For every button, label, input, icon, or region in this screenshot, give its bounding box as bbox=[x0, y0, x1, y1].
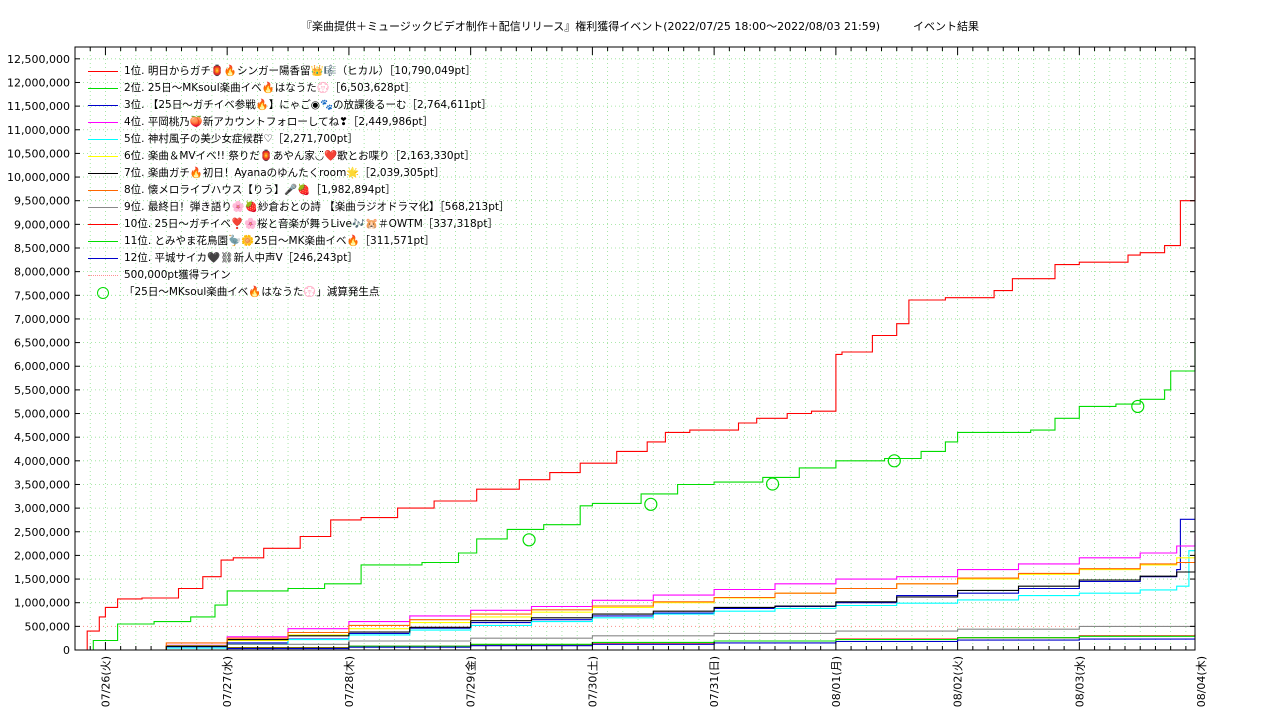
x-tick-label: 07/26(火) bbox=[99, 656, 112, 707]
legend-label: 11位. とみやま花鳥園🦤🌼25日～MK楽曲イベ🔥［311,571pt］ bbox=[124, 235, 435, 247]
legend-swatch bbox=[88, 190, 118, 191]
legend-swatch bbox=[88, 224, 118, 225]
y-tick-label: 6,500,000 bbox=[14, 337, 70, 350]
y-tick-label: 11,500,000 bbox=[7, 100, 70, 113]
y-tick-label: 12,000,000 bbox=[7, 76, 70, 89]
y-tick-label: 5,000,000 bbox=[14, 408, 70, 421]
reduction-marker bbox=[765, 477, 780, 491]
legend-swatch bbox=[97, 287, 109, 299]
legend-item-12: 12位. 平城サイカ🖤⛓新人中声V［246,243pt］ bbox=[84, 250, 564, 267]
legend-label: 「25日～MKsoul楽曲イベ🔥はなうた💮」減算発生点 bbox=[124, 286, 380, 298]
reduction-markers bbox=[522, 399, 1145, 547]
x-tick-label: 07/29(金) bbox=[464, 656, 478, 707]
y-tick-label: 3,000,000 bbox=[14, 502, 70, 515]
y-tick-label: 2,500,000 bbox=[14, 526, 70, 539]
y-tick-label: 2,000,000 bbox=[14, 549, 70, 562]
legend-label: 2位. 25日～MKsoul楽曲イベ🔥はなうた💮［6,503,628pt］ bbox=[124, 82, 415, 94]
legend-swatch bbox=[88, 71, 118, 72]
legend-label: 3位. 【25日～ガチイベ参戦🔥】にゃご◉🐾の放課後るーむ［2,764,611p… bbox=[124, 99, 492, 111]
grid bbox=[74, 47, 1195, 650]
series-line-1 bbox=[75, 139, 1196, 651]
x-tick-label: 08/01(月) bbox=[830, 656, 843, 707]
series-line-5 bbox=[75, 542, 1196, 651]
y-tick-label: 7,500,000 bbox=[14, 289, 70, 302]
series-line-4 bbox=[75, 534, 1196, 651]
legend-item-reference: 500,000pt獲得ライン bbox=[84, 267, 564, 284]
legend-swatch bbox=[88, 139, 118, 140]
series-line-3 bbox=[75, 518, 1195, 651]
series-line-8 bbox=[75, 556, 1196, 651]
y-tick-label: 12,500,000 bbox=[7, 53, 70, 66]
legend-item-1: 1位. 明日からガチ🏮🔥シンガー陽香留👑🎼（ヒカル）［10,790,049pt］ bbox=[84, 63, 564, 80]
legend-swatch bbox=[88, 122, 118, 123]
legend-label: 500,000pt獲得ライン bbox=[124, 269, 231, 281]
y-tick-label: 7,000,000 bbox=[14, 313, 70, 326]
legend-label: 8位. 懐メロライブハウス【りう】🎤🍓［1,982,894pt］ bbox=[124, 184, 396, 196]
legend-item-9: 9位. 最終日！弾き語り🌸🍓紗倉おとの詩 【楽曲ラジオドラマ化】［568,213… bbox=[84, 199, 564, 216]
legend-item-2: 2位. 25日～MKsoul楽曲イベ🔥はなうた💮［6,503,628pt］ bbox=[84, 80, 564, 97]
y-tick-label: 8,500,000 bbox=[14, 242, 70, 255]
y-tick-label: 4,000,000 bbox=[14, 455, 70, 468]
x-tick-label: 07/30(土) bbox=[586, 656, 599, 707]
legend-label: 6位. 楽曲＆MVイベ!! 祭りだ🏮あやん家◡̈❤️歌とお喋り［2,163,33… bbox=[124, 150, 475, 162]
y-tick-label: 9,000,000 bbox=[14, 218, 70, 231]
x-tick-label: 08/03(水) bbox=[1073, 656, 1086, 707]
legend-swatch bbox=[88, 258, 118, 259]
legend-label: 10位. 25日～ガチイベ❣️🌸桜と音楽が舞うLive🎶🐹＃OWTM［337,3… bbox=[124, 218, 498, 230]
legend-swatch bbox=[88, 156, 118, 157]
series-line-6 bbox=[75, 547, 1196, 651]
y-tick-label: 4,500,000 bbox=[14, 431, 70, 444]
y-tick-label: 11,000,000 bbox=[7, 124, 70, 137]
legend-item-3: 3位. 【25日～ガチイベ参戦🔥】にゃご◉🐾の放課後るーむ［2,764,611p… bbox=[84, 97, 564, 114]
legend-swatch bbox=[88, 207, 118, 208]
x-tick-label: 07/27(水) bbox=[221, 656, 234, 707]
legend-item-5: 5位. 神村風子の美少女症候群♡［2,271,700pt］ bbox=[84, 131, 564, 148]
legend-swatch bbox=[88, 88, 118, 89]
legend-swatch bbox=[88, 275, 118, 276]
legend-item-11: 11位. とみやま花鳥園🦤🌼25日～MK楽曲イベ🔥［311,571pt］ bbox=[84, 233, 564, 250]
reduction-marker bbox=[887, 454, 901, 468]
legend-label: 4位. 平岡桃乃🍑新アカウントフォローしてね❣［2,449,986pt］ bbox=[124, 116, 434, 128]
axes: 0 500,000 1,000,000 1,500,000 2,000,000 2,500… bbox=[7, 46, 1208, 707]
legend-item-7: 7位. 楽曲ガチ🔥初日！Ayanaのゆんたくroom🌟［2,039,305pt］ bbox=[84, 165, 564, 182]
legend-label: 9位. 最終日！弾き語り🌸🍓紗倉おとの詩 【楽曲ラジオドラマ化】［568,213… bbox=[124, 201, 510, 213]
y-tick-label: 1,000,000 bbox=[14, 597, 70, 610]
legend-label: 12位. 平城サイカ🖤⛓新人中声V［246,243pt］ bbox=[124, 252, 358, 264]
legend-label: 5位. 神村風子の美少女症候群♡［2,271,700pt］ bbox=[124, 133, 358, 145]
y-tick-label: 9,500,000 bbox=[14, 195, 70, 208]
y-tick-label: 8,000,000 bbox=[14, 266, 70, 279]
legend-item-6: 6位. 楽曲＆MVイベ!! 祭りだ🏮あやん家◡̈❤️歌とお喋り［2,163,33… bbox=[84, 148, 564, 165]
y-tick-label: 1,500,000 bbox=[14, 573, 70, 586]
legend-label: 1位. 明日からガチ🏮🔥シンガー陽香留👑🎼（ヒカル）［10,790,049pt］ bbox=[124, 65, 476, 77]
series-line-7 bbox=[75, 553, 1196, 651]
legend-swatch bbox=[88, 173, 118, 174]
series-line-2 bbox=[75, 342, 1196, 651]
x-tick-label: 07/28(木) bbox=[343, 656, 356, 707]
plot-frame bbox=[74, 46, 1196, 651]
x-tick-label: 08/04(木) bbox=[1195, 656, 1208, 707]
chart-title: 『楽曲提供＋ミュージックビデオ制作＋配信リリース』権利獲得イベント(2022/0… bbox=[300, 20, 979, 33]
x-tick-label: 07/31(日) bbox=[708, 656, 721, 707]
y-tick-label: 10,000,000 bbox=[7, 171, 70, 184]
y-tick-label: 0 bbox=[63, 644, 70, 657]
legend-item-4: 4位. 平岡桃乃🍑新アカウントフォローしてね❣［2,449,986pt］ bbox=[84, 114, 564, 131]
x-tick-label: 08/02(火) bbox=[952, 656, 965, 707]
y-tick-label: 5,500,000 bbox=[14, 384, 70, 397]
legend-swatch bbox=[88, 105, 118, 106]
y-tick-label: 3,500,000 bbox=[14, 478, 70, 491]
legend: 1位. 明日からガチ🏮🔥シンガー陽香留👑🎼（ヒカル）［10,790,049pt］… bbox=[84, 63, 564, 301]
legend-label: 7位. 楽曲ガチ🔥初日！Ayanaのゆんたくroom🌟［2,039,305pt］ bbox=[124, 167, 445, 179]
reduction-marker bbox=[644, 497, 658, 511]
legend-item-markers: 「25日～MKsoul楽曲イベ🔥はなうた💮」減算発生点 bbox=[84, 284, 564, 301]
y-tick-label: 6,000,000 bbox=[14, 360, 70, 373]
reduction-marker bbox=[1131, 399, 1145, 414]
legend-item-8: 8位. 懐メロライブハウス【りう】🎤🍓［1,982,894pt］ bbox=[84, 182, 564, 199]
legend-swatch bbox=[88, 241, 118, 242]
reduction-marker bbox=[522, 533, 536, 547]
y-tick-label: 10,500,000 bbox=[7, 147, 70, 160]
y-tick-label: 500,000 bbox=[25, 620, 71, 633]
legend-item-10: 10位. 25日～ガチイベ❣️🌸桜と音楽が舞うLive🎶🐹＃OWTM［337,3… bbox=[84, 216, 564, 233]
